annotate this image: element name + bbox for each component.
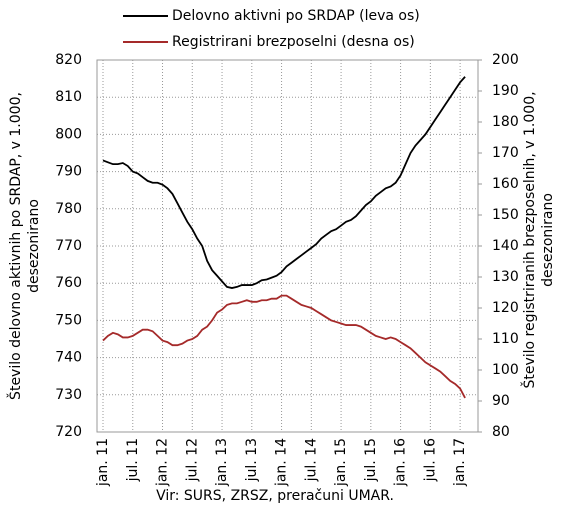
legend-label: Delovno aktivni po SRDAP (leva os) <box>172 8 420 24</box>
x-tick-label: jan. 15 <box>333 438 349 487</box>
series-line <box>102 294 466 399</box>
y-axis-title: Število delovno aktivnih po SRDAP, v 1.0… <box>6 92 24 400</box>
x-tick-label: jan. 17 <box>452 438 468 487</box>
x-tick-label: jan. 11 <box>95 438 111 487</box>
y-tick-label: 800 <box>55 126 82 142</box>
y-tick-label: 720 <box>55 424 82 440</box>
y2-tick-label: 90 <box>492 393 510 409</box>
y2-tick-label: 170 <box>492 145 519 161</box>
y-axis-title: desezonirano <box>26 199 42 293</box>
y-tick-label: 760 <box>55 275 82 291</box>
x-tick-label: jul. 13 <box>244 438 260 482</box>
y-tick-label: 740 <box>55 350 82 366</box>
y2-tick-label: 120 <box>492 300 519 316</box>
y-tick-label: 750 <box>55 312 82 328</box>
y2-tick-label: 100 <box>492 362 519 378</box>
y-tick-label: 820 <box>55 52 82 68</box>
y2-tick-label: 80 <box>492 424 510 440</box>
y-tick-label: 790 <box>55 164 82 180</box>
legend-label: Registrirani brezposelni (desna os) <box>172 34 415 50</box>
y2-axis-title: Število registriranih brezposelnih, v 1.… <box>520 91 538 388</box>
x-tick-label: jul. 12 <box>184 438 200 482</box>
x-tick-label: jan. 16 <box>393 438 409 487</box>
y2-tick-label: 180 <box>492 114 519 130</box>
x-tick-label: jul. 15 <box>363 438 379 482</box>
y-tick-label: 810 <box>55 89 82 105</box>
y2-axis-title: desezonirano <box>540 193 556 287</box>
series-line <box>102 76 466 289</box>
y2-tick-label: 190 <box>492 83 519 99</box>
y2-tick-label: 110 <box>492 331 519 347</box>
x-tick-label: jan. 13 <box>214 438 230 487</box>
x-tick-label: jan. 14 <box>274 438 290 487</box>
y2-tick-label: 130 <box>492 269 519 285</box>
y-tick-label: 780 <box>55 201 82 217</box>
source-note: Vir: SURS, ZRSZ, preračuni UMAR. <box>156 488 394 504</box>
y2-tick-label: 140 <box>492 238 519 254</box>
y2-tick-label: 200 <box>492 52 519 68</box>
x-tick-label: jan. 12 <box>155 438 171 487</box>
y-tick-label: 730 <box>55 387 82 403</box>
x-tick-label: jul. 16 <box>422 438 438 482</box>
y2-tick-label: 160 <box>492 176 519 192</box>
y-tick-label: 770 <box>55 238 82 254</box>
x-tick-label: jul. 14 <box>303 438 319 482</box>
x-tick-label: jul. 11 <box>125 438 141 482</box>
y2-tick-label: 150 <box>492 207 519 223</box>
